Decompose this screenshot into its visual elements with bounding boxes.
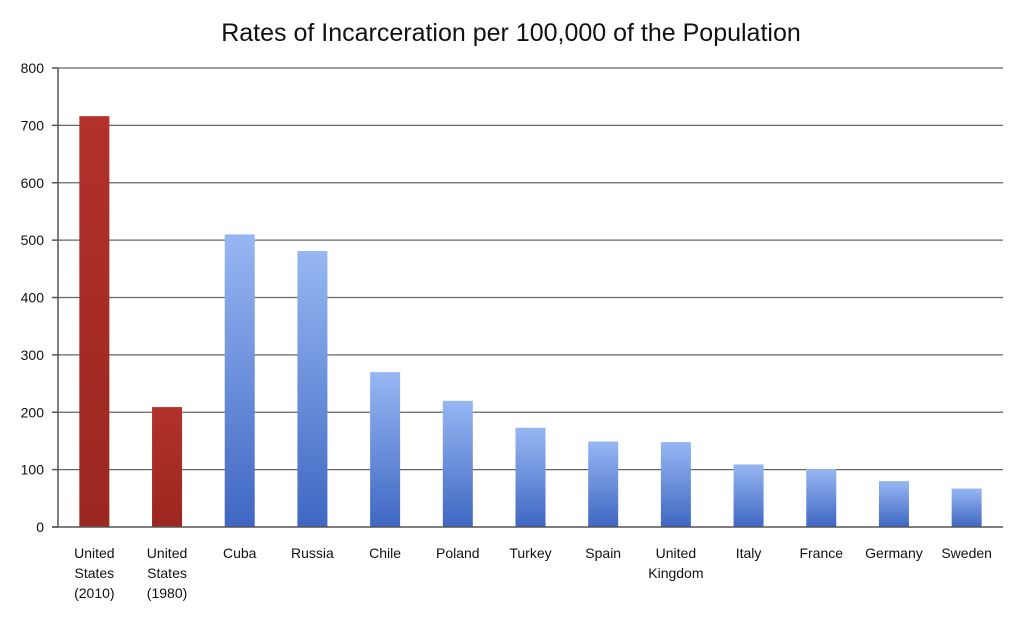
bars (79, 116, 982, 527)
x-axis-ticks: United States (2010) United States (1980) Cuba… (74, 545, 992, 601)
y-tick-label: 600 (21, 175, 45, 191)
x-tick-label: Italy (736, 545, 762, 561)
x-tick-label: France (799, 545, 843, 561)
bar (733, 464, 764, 527)
x-tick-label: Poland (436, 545, 480, 561)
x-tick-label: Spain (585, 545, 621, 561)
gridlines (58, 67, 1003, 471)
y-tick-label: 800 (21, 60, 45, 76)
bar (224, 234, 255, 527)
x-tick-label: Sweden (941, 545, 992, 561)
y-tick-label: 100 (21, 462, 45, 478)
y-axis-ticks: 0 100 200 300 400 500 600 700 800 (21, 60, 58, 535)
x-tick-label: Turkey (509, 545, 551, 561)
x-tick-label: Cuba (223, 545, 257, 561)
axes (52, 68, 1003, 528)
bar (588, 441, 619, 527)
x-tick-label: United Kingdom (648, 545, 703, 581)
bar (515, 427, 546, 527)
bar (370, 372, 401, 527)
bar (806, 469, 837, 527)
bar (79, 116, 110, 527)
bar (878, 481, 909, 527)
x-tick-label: Chile (369, 545, 401, 561)
y-tick-label: 700 (21, 117, 45, 133)
x-tick-label: Russia (291, 545, 334, 561)
bar (297, 251, 328, 527)
y-tick-label: 400 (21, 290, 45, 306)
chart-title: Rates of Incarceration per 100,000 of th… (221, 19, 801, 47)
bar (951, 488, 982, 527)
y-tick-label: 200 (21, 404, 45, 420)
y-tick-label: 0 (36, 519, 44, 535)
bar (442, 400, 473, 527)
y-tick-label: 300 (21, 347, 45, 363)
x-tick-label: United States (1980) (147, 545, 187, 601)
x-tick-label: United States (2010) (74, 545, 114, 601)
bar (660, 442, 691, 527)
y-tick-label: 500 (21, 232, 45, 248)
bar (152, 407, 183, 527)
x-tick-label: Germany (865, 545, 923, 561)
